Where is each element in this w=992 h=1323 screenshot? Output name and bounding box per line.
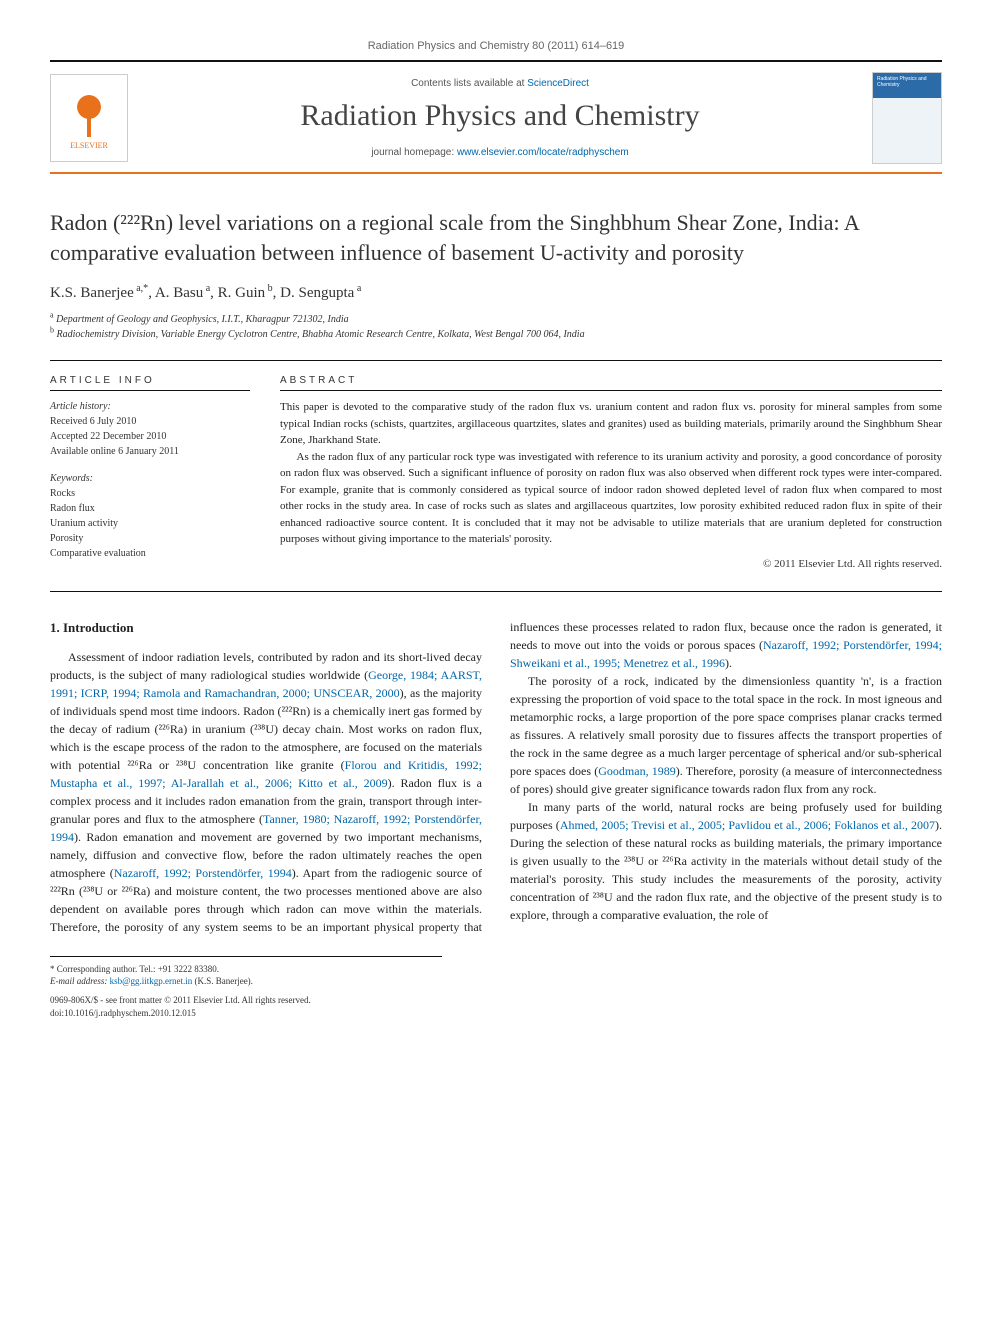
- history-label: Article history:: [50, 399, 250, 414]
- masthead: ELSEVIER Contents lists available at Sci…: [50, 60, 942, 174]
- abstract-p1: This paper is devoted to the comparative…: [280, 399, 942, 449]
- email-line: E-mail address: ksb@gg.iitkgp.ernet.in (…: [50, 975, 442, 988]
- citation-link[interactable]: Goodman, 1989: [598, 764, 676, 778]
- section-heading: 1. Introduction: [50, 618, 482, 638]
- keyword: Porosity: [50, 531, 250, 546]
- received-date: Received 6 July 2010: [50, 414, 250, 429]
- online-date: Available online 6 January 2011: [50, 444, 250, 459]
- cover-thumb-title: Radiation Physics and Chemistry: [877, 76, 937, 88]
- bottom-bar: 0969-806X/$ - see front matter © 2011 El…: [50, 994, 942, 1019]
- article-info-label: ARTICLE INFO: [50, 375, 250, 391]
- citation-link[interactable]: Ahmed, 2005; Trevisi et al., 2005; Pavli…: [560, 818, 935, 832]
- article-title: Radon (²²²Rn) level variations on a regi…: [50, 208, 942, 267]
- doi-line: doi:10.1016/j.radphyschem.2010.12.015: [50, 1007, 942, 1020]
- affiliation-b: b Radiochemistry Division, Variable Ener…: [50, 327, 942, 342]
- keyword: Rocks: [50, 486, 250, 501]
- publisher-name: ELSEVIER: [70, 141, 108, 150]
- info-abstract-row: ARTICLE INFO Article history: Received 6…: [50, 360, 942, 592]
- masthead-center: Contents lists available at ScienceDirec…: [146, 78, 854, 158]
- contents-prefix: Contents lists available at: [411, 78, 527, 89]
- corresponding-author: * Corresponding author. Tel.: +91 3222 8…: [50, 963, 442, 976]
- email-link[interactable]: ksb@gg.iitkgp.ernet.in: [110, 976, 193, 986]
- homepage-link[interactable]: www.elsevier.com/locate/radphyschem: [457, 147, 629, 158]
- footnotes: * Corresponding author. Tel.: +91 3222 8…: [50, 956, 442, 988]
- homepage-line: journal homepage: www.elsevier.com/locat…: [146, 147, 854, 158]
- accepted-date: Accepted 22 December 2010: [50, 429, 250, 444]
- abstract-label: ABSTRACT: [280, 375, 942, 391]
- sciencedirect-link[interactable]: ScienceDirect: [527, 78, 589, 89]
- abstract: ABSTRACT This paper is devoted to the co…: [280, 375, 942, 573]
- keyword: Uranium activity: [50, 516, 250, 531]
- abstract-copyright: © 2011 Elsevier Ltd. All rights reserved…: [280, 558, 942, 570]
- issn-line: 0969-806X/$ - see front matter © 2011 El…: [50, 994, 942, 1007]
- journal-title: Radiation Physics and Chemistry: [146, 99, 854, 133]
- keyword: Radon flux: [50, 501, 250, 516]
- contents-line: Contents lists available at ScienceDirec…: [146, 78, 854, 89]
- abstract-text: This paper is devoted to the comparative…: [280, 399, 942, 548]
- journal-cover-thumbnail: Radiation Physics and Chemistry: [872, 72, 942, 164]
- keyword: Comparative evaluation: [50, 546, 250, 561]
- publisher-logo: ELSEVIER: [50, 74, 128, 162]
- citation-link[interactable]: Nazaroff, 1992; Porstendörfer, 1994: [114, 866, 292, 880]
- article-info: ARTICLE INFO Article history: Received 6…: [50, 375, 250, 573]
- authors: K.S. Banerjee a,*, A. Basu a, R. Guin b,…: [50, 285, 942, 302]
- body-text: 1. Introduction Assessment of indoor rad…: [50, 618, 942, 936]
- keywords-label: Keywords:: [50, 471, 250, 486]
- body-p3: In many parts of the world, natural rock…: [510, 798, 942, 924]
- homepage-prefix: journal homepage:: [371, 147, 457, 158]
- article-history: Article history: Received 6 July 2010 Ac…: [50, 399, 250, 459]
- keywords-block: Keywords: Rocks Radon flux Uranium activ…: [50, 471, 250, 561]
- affiliation-a: a Department of Geology and Geophysics, …: [50, 312, 942, 327]
- affiliations: a Department of Geology and Geophysics, …: [50, 312, 942, 342]
- abstract-p2: As the radon flux of any particular rock…: [280, 449, 942, 548]
- body-p2: The porosity of a rock, indicated by the…: [510, 672, 942, 798]
- elsevier-tree-icon: [64, 87, 114, 137]
- journal-citation: Radiation Physics and Chemistry 80 (2011…: [50, 40, 942, 52]
